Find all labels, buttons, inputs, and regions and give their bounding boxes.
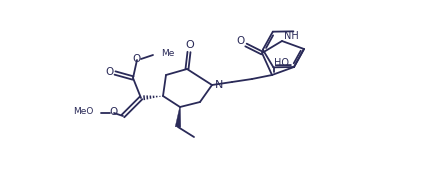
Polygon shape bbox=[175, 107, 181, 127]
Text: NH: NH bbox=[284, 31, 299, 41]
Text: O: O bbox=[110, 107, 118, 117]
Text: O: O bbox=[186, 40, 194, 50]
Text: Me: Me bbox=[161, 50, 174, 58]
Text: N: N bbox=[215, 80, 223, 90]
Text: HO: HO bbox=[274, 58, 289, 68]
Text: O: O bbox=[106, 67, 114, 77]
Text: O: O bbox=[237, 36, 245, 46]
Text: O: O bbox=[133, 54, 141, 64]
Text: MeO: MeO bbox=[74, 108, 94, 116]
